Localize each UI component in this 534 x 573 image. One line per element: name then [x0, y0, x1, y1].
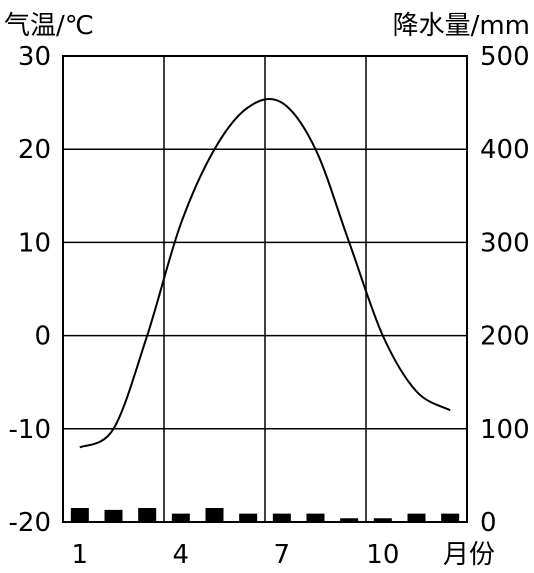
precipitation-bars [70, 508, 460, 522]
x-tick-label: 7 [274, 540, 291, 570]
precipitation-bar [340, 518, 359, 522]
plot-frame [62, 55, 468, 523]
precipitation-bar [104, 509, 123, 522]
precipitation-bar [70, 508, 89, 522]
left-tick-label: -20 [9, 508, 51, 538]
right-tick-label: 100 [480, 415, 530, 445]
left-axis-ticks: 30 20 10 0 -10 -20 [9, 42, 51, 538]
left-tick-label: 0 [34, 322, 51, 352]
right-tick-label: 300 [480, 228, 530, 258]
x-axis-title: 月份 [443, 540, 495, 570]
precipitation-bar [171, 513, 190, 522]
right-tick-label: 200 [480, 322, 530, 352]
right-tick-label: 500 [480, 42, 530, 72]
right-tick-label: 0 [480, 508, 497, 538]
precipitation-bar [138, 508, 157, 522]
left-tick-label: 20 [18, 135, 51, 165]
left-tick-label: 30 [18, 42, 51, 72]
x-tick-label: 10 [366, 540, 399, 570]
x-tick-label: 4 [173, 540, 190, 570]
x-tick-label: 1 [72, 540, 89, 570]
x-axis-ticks: 1 4 7 10 [72, 540, 400, 570]
right-axis-title: 降水量/mm [393, 11, 530, 41]
left-tick-label: -10 [9, 415, 51, 445]
left-tick-label: 10 [18, 228, 51, 258]
left-axis-title: 气温/℃ [4, 11, 94, 41]
precipitation-bar [205, 508, 224, 522]
precipitation-bar [239, 513, 258, 522]
temperature-line [79, 97, 451, 449]
precipitation-bar [441, 513, 460, 522]
precipitation-bar [373, 518, 392, 522]
precipitation-bar [306, 513, 325, 522]
right-axis-ticks: 500 400 300 200 100 0 [480, 42, 530, 538]
precipitation-bar [407, 513, 426, 522]
precipitation-bar [272, 513, 291, 522]
right-tick-label: 400 [480, 135, 530, 165]
